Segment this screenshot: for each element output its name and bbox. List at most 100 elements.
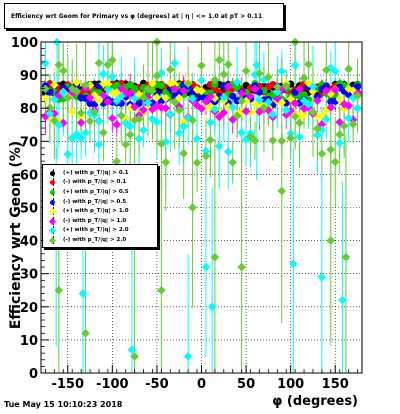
data-point — [152, 117, 162, 127]
data-point — [108, 113, 117, 123]
legend-label: (+) with p_T/|q| > 1.0 — [63, 208, 129, 215]
data-point — [116, 91, 126, 101]
data-point — [45, 103, 55, 113]
data-point — [317, 120, 327, 129]
data-point — [207, 302, 217, 312]
data-point — [157, 139, 166, 149]
data-point — [197, 86, 206, 96]
data-point — [237, 262, 246, 272]
data-point — [232, 111, 242, 121]
data-point — [237, 128, 246, 137]
data-point — [157, 285, 166, 295]
data-point — [85, 116, 95, 126]
data-point — [125, 130, 135, 139]
data-point — [229, 92, 237, 100]
data-point — [108, 72, 117, 81]
data-point — [272, 82, 282, 92]
data-point — [76, 133, 86, 143]
data-point — [335, 138, 345, 148]
data-point — [174, 128, 184, 138]
y-tick-label: 20 — [20, 301, 38, 316]
data-point — [161, 157, 171, 167]
data-point — [232, 77, 242, 87]
data-point — [228, 115, 238, 124]
data-point — [54, 285, 64, 295]
data-point — [148, 79, 157, 88]
data-point — [72, 86, 81, 96]
data-point — [246, 132, 255, 141]
x-axis-label: φ (degrees) — [272, 394, 358, 409]
data-point — [50, 116, 59, 125]
data-point — [161, 103, 171, 113]
data-point — [344, 101, 353, 110]
legend-entry: (-) with p_T/|q| > 0.1 — [45, 178, 155, 188]
data-point — [259, 75, 269, 85]
data-point — [179, 122, 188, 131]
data-point — [322, 114, 331, 124]
data-point — [344, 113, 353, 123]
data-point — [290, 112, 300, 121]
data-point — [255, 69, 264, 78]
data-point — [335, 95, 345, 104]
data-point — [103, 79, 113, 89]
data-point — [143, 98, 153, 108]
data-point — [50, 109, 59, 118]
data-point — [130, 93, 139, 103]
data-point — [197, 61, 206, 70]
data-point — [210, 252, 220, 262]
data-point — [197, 104, 206, 113]
data-point — [58, 66, 68, 76]
y-axis-label: Efficiency wrt Geom (%) — [8, 141, 24, 329]
data-point — [103, 97, 113, 106]
legend-label: (+) with p_T/|q| > 0.1 — [63, 169, 129, 176]
data-point — [134, 114, 144, 124]
data-point — [215, 55, 224, 65]
legend-entry: (+) with p_T/|q| > 2.0 — [45, 226, 155, 236]
data-point — [322, 65, 331, 75]
data-point — [335, 130, 345, 139]
data-point — [241, 106, 251, 116]
data-point — [130, 102, 139, 112]
data-point — [313, 96, 322, 105]
data-point — [219, 93, 229, 102]
data-point — [81, 80, 90, 90]
data-point — [103, 85, 113, 94]
data-point — [299, 96, 309, 105]
data-point — [250, 84, 260, 94]
data-point — [272, 94, 282, 104]
data-point — [299, 109, 309, 119]
data-point — [174, 93, 184, 103]
data-point — [78, 289, 88, 298]
data-points — [41, 37, 362, 361]
data-point — [81, 328, 90, 338]
data-point — [223, 81, 233, 91]
x-tick-label: -150 — [51, 377, 84, 392]
legend-label: (-) with p_T/|q| > 1.0 — [63, 217, 127, 224]
data-point — [116, 84, 126, 93]
data-point — [250, 136, 260, 145]
data-point — [264, 97, 273, 107]
data-point — [268, 136, 278, 145]
x-tick-label: -100 — [96, 377, 129, 392]
data-point — [63, 93, 73, 103]
data-point — [237, 96, 246, 106]
legend-label: (+) with p_T/|q| > 2.0 — [63, 227, 129, 234]
data-point — [165, 109, 175, 119]
data-point — [299, 104, 309, 113]
data-point — [148, 86, 157, 96]
legend-marker — [45, 187, 63, 196]
data-point — [348, 119, 358, 129]
data-point — [139, 105, 148, 115]
data-point — [170, 97, 180, 107]
data-point — [241, 135, 251, 144]
y-tick-label: 60 — [20, 168, 38, 183]
data-point — [215, 112, 224, 122]
data-point — [152, 92, 162, 102]
data-point — [139, 93, 148, 103]
data-point — [58, 88, 68, 98]
data-point — [317, 149, 327, 158]
data-point — [317, 272, 327, 282]
data-point — [241, 66, 251, 76]
legend-marker — [45, 178, 63, 187]
